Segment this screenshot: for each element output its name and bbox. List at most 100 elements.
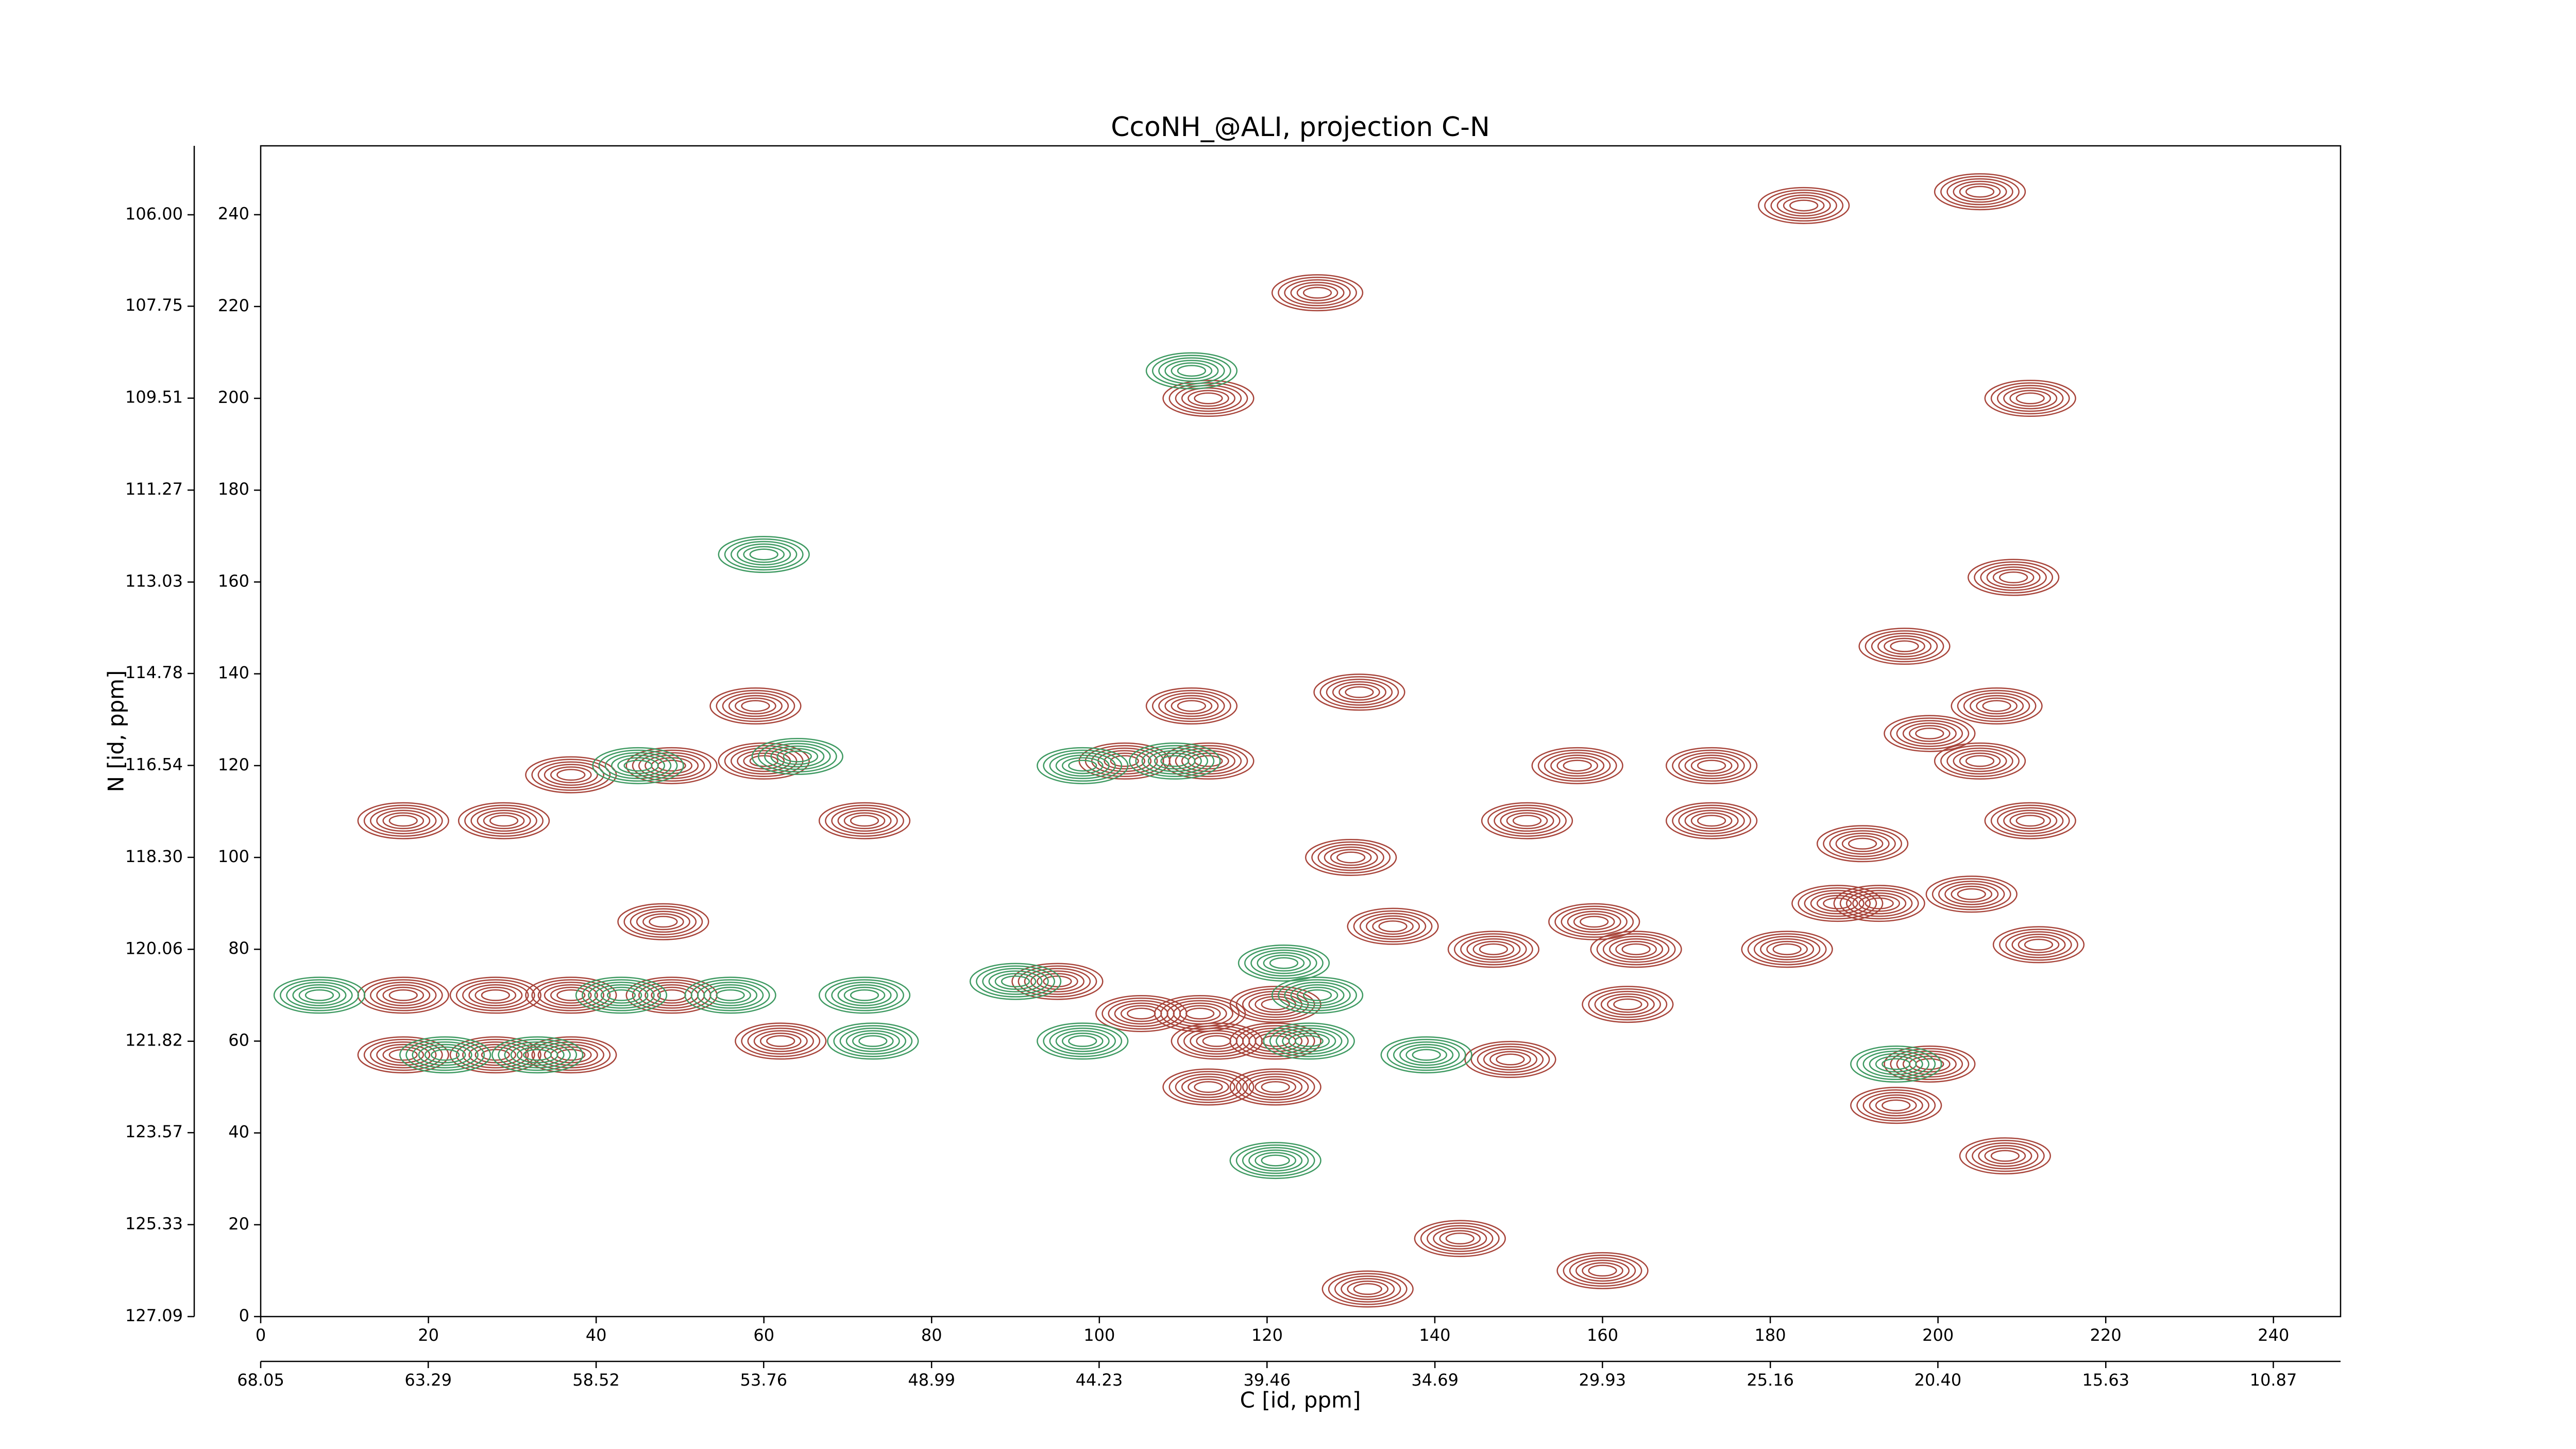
contour-ring bbox=[1420, 1222, 1500, 1255]
contour-ring bbox=[709, 986, 751, 1004]
contour-ring bbox=[1531, 747, 1623, 784]
contour-ring bbox=[1018, 965, 1097, 998]
contour-ring bbox=[1934, 742, 2026, 780]
chart-title: CcoNH_@ALI, projection C-N bbox=[1111, 112, 1490, 143]
contour-ring bbox=[1319, 676, 1399, 709]
contour-ring bbox=[1282, 1030, 1336, 1052]
contour-ring bbox=[1061, 757, 1104, 774]
contour-ring bbox=[1957, 689, 2037, 722]
contour-ring bbox=[759, 1033, 802, 1050]
contour-ring bbox=[718, 535, 810, 573]
contour-ring bbox=[600, 986, 642, 1004]
contour-ring bbox=[1447, 931, 1540, 968]
contour-ring bbox=[431, 1049, 460, 1061]
y2-tick-label: 106.00 bbox=[125, 204, 183, 224]
contour-ring bbox=[477, 810, 531, 832]
contour-ring bbox=[1984, 1147, 2026, 1165]
contour-ring bbox=[1160, 997, 1240, 1030]
contour-ring bbox=[1758, 187, 1850, 224]
contour-ring bbox=[1326, 679, 1393, 706]
contour-ring bbox=[280, 979, 359, 1012]
x-tick-label: 240 bbox=[2258, 1325, 2289, 1345]
contour-ring bbox=[304, 989, 334, 1001]
contour-ring bbox=[1990, 1150, 2020, 1162]
contour-ring bbox=[399, 1036, 492, 1074]
contour-ring bbox=[722, 692, 789, 720]
contour-ring bbox=[1332, 681, 1386, 703]
contour-ring bbox=[1858, 628, 1951, 665]
x2-tick-label: 10.87 bbox=[2250, 1370, 2297, 1390]
contour-ring bbox=[1108, 1000, 1175, 1027]
contour-ring bbox=[1164, 695, 1219, 717]
contour-ring bbox=[1175, 384, 1242, 412]
contour-ring bbox=[544, 1043, 598, 1066]
x-tick-label: 80 bbox=[921, 1325, 942, 1345]
contour-ring bbox=[468, 984, 523, 1006]
contour-ring bbox=[1850, 1045, 1942, 1083]
y2-tick-label: 127.09 bbox=[125, 1306, 183, 1325]
contour-ring bbox=[1183, 1027, 1250, 1055]
contour-ring bbox=[1011, 963, 1104, 1000]
contour-ring bbox=[1104, 752, 1145, 770]
contour-ring bbox=[1882, 1099, 1911, 1111]
contour-ring bbox=[833, 1025, 913, 1057]
contour-ring bbox=[1168, 745, 1248, 778]
contour-ring bbox=[1869, 1094, 1923, 1117]
x2-tick-label: 58.52 bbox=[572, 1370, 620, 1390]
contour-ring bbox=[764, 743, 831, 770]
contour-ring bbox=[1311, 841, 1391, 874]
contour-ring bbox=[1561, 908, 1628, 935]
contour-ring bbox=[1569, 1257, 1636, 1285]
contour-ring bbox=[1405, 1046, 1447, 1064]
contour-ring bbox=[598, 749, 678, 782]
contour-ring bbox=[1596, 933, 1676, 966]
contour-ring bbox=[1980, 564, 2047, 591]
contour-ring bbox=[1665, 747, 1758, 784]
contour-ring bbox=[1550, 754, 1605, 777]
contour-ring bbox=[1976, 697, 2018, 715]
x-tick-label: 40 bbox=[586, 1325, 607, 1345]
contour-ring bbox=[1865, 630, 1944, 663]
contour-ring bbox=[388, 1049, 418, 1061]
contour-ring bbox=[1244, 947, 1324, 980]
contour-ring bbox=[825, 804, 904, 837]
contour-ring bbox=[1453, 933, 1533, 966]
contour-ring bbox=[737, 543, 791, 566]
contour-ring bbox=[1263, 954, 1305, 972]
contour-ring bbox=[376, 1043, 431, 1066]
contour-ring bbox=[1690, 757, 1733, 774]
contour-ring bbox=[1957, 888, 1986, 900]
x-tick-label: 20 bbox=[418, 1325, 439, 1345]
contour-ring bbox=[481, 989, 510, 1001]
contour-ring bbox=[1284, 279, 1351, 307]
contour-ring bbox=[1615, 940, 1657, 958]
contour-ring bbox=[1896, 720, 1963, 747]
contour-ring bbox=[1338, 683, 1380, 701]
contour-ring bbox=[1791, 885, 1884, 922]
contour-ring bbox=[457, 802, 550, 839]
contour-ring bbox=[1276, 1027, 1343, 1055]
contour-ring bbox=[462, 982, 529, 1009]
contour-ring bbox=[1963, 692, 2030, 720]
contour-ring bbox=[1168, 382, 1248, 415]
contour-ring bbox=[604, 752, 672, 780]
contour-ring bbox=[1068, 760, 1097, 772]
contour-ring bbox=[1177, 700, 1206, 712]
y2-tick-label: 113.03 bbox=[125, 571, 183, 591]
contour-ring bbox=[1043, 975, 1072, 988]
contour-ring bbox=[1030, 970, 1084, 992]
contour-ring bbox=[1378, 920, 1408, 933]
contour-ring bbox=[623, 905, 703, 938]
contour-ring bbox=[1823, 897, 1852, 909]
plot-frame bbox=[260, 145, 2342, 1318]
contour-ring bbox=[1278, 277, 1358, 309]
contour-ring bbox=[1760, 938, 1815, 961]
contour-ring bbox=[525, 976, 617, 1014]
contour-ring bbox=[1043, 1025, 1123, 1057]
contour-ring bbox=[1158, 357, 1225, 384]
contour-ring bbox=[1984, 802, 2076, 839]
contour-ring bbox=[1202, 1035, 1231, 1047]
contour-ring bbox=[1261, 1081, 1290, 1093]
contour-ring bbox=[1944, 883, 1999, 905]
